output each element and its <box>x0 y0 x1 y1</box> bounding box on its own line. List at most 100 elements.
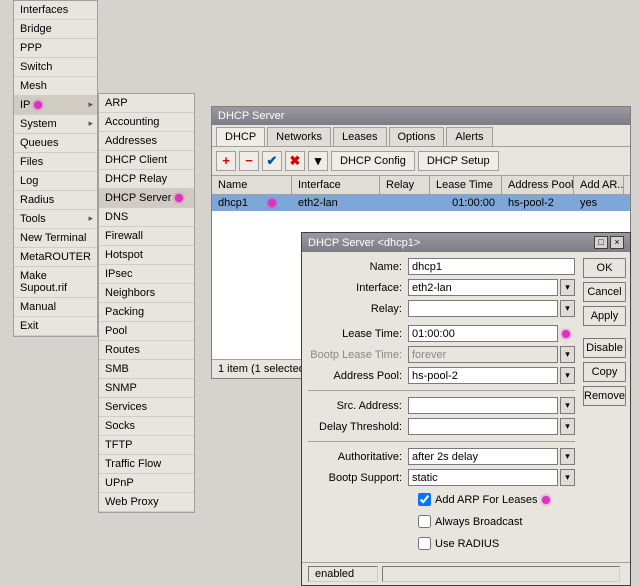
dhcp-table-header: NameInterfaceRelayLease TimeAddress Pool… <box>212 175 630 195</box>
highlight-dot-icon <box>34 101 42 109</box>
submenu-item-arp[interactable]: ARP <box>99 94 194 113</box>
copy-button[interactable]: Copy <box>583 362 626 382</box>
table-cell: dhcp1 <box>212 195 292 211</box>
menu-item-radius[interactable]: Radius <box>14 191 97 210</box>
submenu-item-pool[interactable]: Pool <box>99 322 194 341</box>
dhcp-tabs: DHCPNetworksLeasesOptionsAlerts <box>212 125 630 147</box>
column-header[interactable]: Add AR... <box>574 176 624 194</box>
use-radius-checkbox[interactable] <box>418 537 431 550</box>
disable-button[interactable]: ✖ <box>285 151 305 171</box>
submenu-arrow-icon: ▸ <box>88 118 93 129</box>
tab-alerts[interactable]: Alerts <box>446 127 492 146</box>
menu-item-new-terminal[interactable]: New Terminal <box>14 229 97 248</box>
delay-dropdown-icon[interactable]: ▾ <box>560 418 575 435</box>
menu-item-interfaces[interactable]: Interfaces <box>14 1 97 20</box>
submenu-item-dhcp-relay[interactable]: DHCP Relay <box>99 170 194 189</box>
column-header[interactable]: Name <box>212 176 292 194</box>
delay-label: Delay Threshold: <box>308 421 408 433</box>
submenu-item-dns[interactable]: DNS <box>99 208 194 227</box>
pool-input[interactable] <box>408 367 558 384</box>
relay-dropdown-icon[interactable]: ▾ <box>560 300 575 317</box>
submenu-item-snmp[interactable]: SNMP <box>99 379 194 398</box>
interface-dropdown-icon[interactable]: ▾ <box>560 279 575 296</box>
submenu-item-addresses[interactable]: Addresses <box>99 132 194 151</box>
apply-button[interactable]: Apply <box>583 306 626 326</box>
submenu-item-socks[interactable]: Socks <box>99 417 194 436</box>
dialog-title-buttons: □ × <box>594 236 624 249</box>
tab-leases[interactable]: Leases <box>333 127 386 146</box>
submenu-item-web-proxy[interactable]: Web Proxy <box>99 493 194 512</box>
submenu-item-upnp[interactable]: UPnP <box>99 474 194 493</box>
menu-item-files[interactable]: Files <box>14 153 97 172</box>
submenu-item-neighbors[interactable]: Neighbors <box>99 284 194 303</box>
menu-item-metarouter[interactable]: MetaROUTER <box>14 248 97 267</box>
menu-item-make-supout-rif[interactable]: Make Supout.rif <box>14 267 97 298</box>
submenu-item-smb[interactable]: SMB <box>99 360 194 379</box>
column-header[interactable]: Interface <box>292 176 380 194</box>
dhcp-toolbar: + − ✔ ✖ ▾ DHCP Config DHCP Setup <box>212 147 630 175</box>
submenu-item-dhcp-client[interactable]: DHCP Client <box>99 151 194 170</box>
submenu-item-firewall[interactable]: Firewall <box>99 227 194 246</box>
src-dropdown-icon[interactable]: ▾ <box>560 397 575 414</box>
add-button[interactable]: + <box>216 151 236 171</box>
lease-input[interactable] <box>408 325 558 342</box>
bootp-sup-input[interactable] <box>408 469 558 486</box>
submenu-item-services[interactable]: Services <box>99 398 194 417</box>
column-header[interactable]: Relay <box>380 176 430 194</box>
tab-dhcp[interactable]: DHCP <box>216 127 265 146</box>
tab-networks[interactable]: Networks <box>267 127 331 146</box>
dialog-titlebar: DHCP Server <dhcp1> □ × <box>302 233 630 252</box>
remove-button[interactable]: Remove <box>583 386 626 406</box>
minimize-icon[interactable]: □ <box>594 236 608 249</box>
bootp-sup-dropdown-icon[interactable]: ▾ <box>560 469 575 486</box>
submenu-item-hotspot[interactable]: Hotspot <box>99 246 194 265</box>
close-icon[interactable]: × <box>610 236 624 249</box>
src-input[interactable] <box>408 397 558 414</box>
always-broadcast-checkbox[interactable] <box>418 515 431 528</box>
add-arp-checkbox[interactable] <box>418 493 431 506</box>
menu-item-mesh[interactable]: Mesh <box>14 77 97 96</box>
menu-item-manual[interactable]: Manual <box>14 298 97 317</box>
dhcp-config-button[interactable]: DHCP Config <box>331 151 415 171</box>
pool-dropdown-icon[interactable]: ▾ <box>560 367 575 384</box>
menu-item-switch[interactable]: Switch <box>14 58 97 77</box>
disable-button[interactable]: Disable <box>583 338 626 358</box>
ip-submenu: ARPAccountingAddressesDHCP ClientDHCP Re… <box>98 93 195 513</box>
menu-item-bridge[interactable]: Bridge <box>14 20 97 39</box>
relay-input[interactable] <box>408 300 558 317</box>
filter-button[interactable]: ▾ <box>308 151 328 171</box>
table-row[interactable]: dhcp1eth2-lan01:00:00hs-pool-2yes <box>212 195 630 211</box>
submenu-item-routes[interactable]: Routes <box>99 341 194 360</box>
dhcp-setup-button[interactable]: DHCP Setup <box>418 151 499 171</box>
submenu-item-dhcp-server[interactable]: DHCP Server <box>99 189 194 208</box>
menu-item-ppp[interactable]: PPP <box>14 39 97 58</box>
submenu-item-tftp[interactable]: TFTP <box>99 436 194 455</box>
menu-item-system[interactable]: System▸ <box>14 115 97 134</box>
bootp-lease-dropdown-icon[interactable]: ▾ <box>560 346 575 363</box>
dialog-title: DHCP Server <dhcp1> <box>308 237 420 249</box>
auth-input[interactable] <box>408 448 558 465</box>
interface-input[interactable] <box>408 279 558 296</box>
submenu-item-traffic-flow[interactable]: Traffic Flow <box>99 455 194 474</box>
menu-item-log[interactable]: Log <box>14 172 97 191</box>
menu-item-queues[interactable]: Queues <box>14 134 97 153</box>
bootp-sup-label: Bootp Support: <box>308 472 408 484</box>
ok-button[interactable]: OK <box>583 258 626 278</box>
submenu-item-ipsec[interactable]: IPsec <box>99 265 194 284</box>
column-header[interactable]: Address Pool <box>502 176 574 194</box>
enable-button[interactable]: ✔ <box>262 151 282 171</box>
menu-item-tools[interactable]: Tools▸ <box>14 210 97 229</box>
dialog-status-empty <box>382 566 620 582</box>
name-input[interactable] <box>408 258 575 275</box>
tab-options[interactable]: Options <box>389 127 445 146</box>
remove-button[interactable]: − <box>239 151 259 171</box>
column-header[interactable]: Lease Time <box>430 176 502 194</box>
menu-item-exit[interactable]: Exit <box>14 317 97 336</box>
cancel-button[interactable]: Cancel <box>583 282 626 302</box>
delay-input[interactable] <box>408 418 558 435</box>
name-label: Name: <box>308 261 408 273</box>
submenu-item-accounting[interactable]: Accounting <box>99 113 194 132</box>
submenu-item-packing[interactable]: Packing <box>99 303 194 322</box>
menu-item-ip[interactable]: IP▸ <box>14 96 97 115</box>
auth-dropdown-icon[interactable]: ▾ <box>560 448 575 465</box>
